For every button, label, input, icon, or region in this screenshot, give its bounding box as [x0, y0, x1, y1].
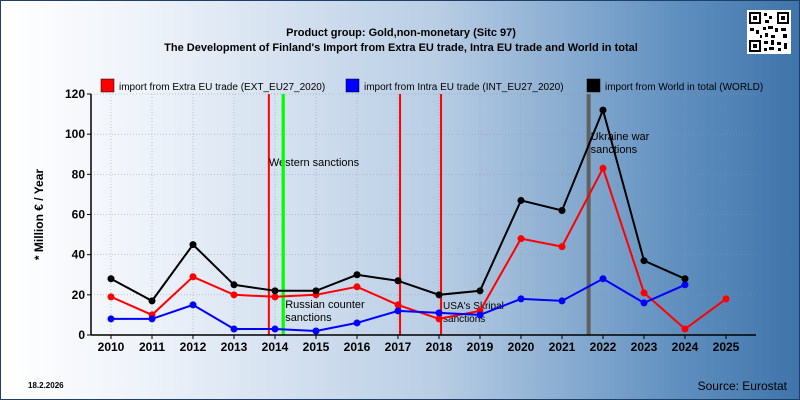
data-point: [476, 287, 484, 295]
series-line: [110, 165, 727, 331]
data-point: [271, 287, 279, 295]
x-tick-label: 2025: [713, 340, 740, 354]
data-point: [189, 241, 197, 249]
y-tick-label: 60: [72, 208, 86, 222]
data-point: [353, 271, 361, 279]
legend-item: import from Intra EU trade (INT_EU27_202…: [345, 78, 564, 93]
y-tick-label: 20: [72, 288, 86, 302]
y-tick-label: 80: [72, 167, 86, 181]
data-point: [435, 315, 443, 323]
data-point: [476, 311, 484, 319]
sanction-label: sanctions: [443, 314, 485, 325]
y-tick-label: 40: [72, 248, 86, 262]
x-tick-label: 2014: [262, 340, 289, 354]
chart-title-line2: The Development of Finland's Import from…: [164, 42, 638, 54]
data-point: [107, 315, 115, 323]
data-point: [271, 293, 279, 301]
legend-item: import from World in total (WORLD): [586, 78, 763, 93]
grid-layer: [91, 93, 756, 335]
x-tick-label: 2021: [549, 340, 576, 354]
x-tick-label: 2023: [631, 340, 658, 354]
data-point: [558, 206, 566, 214]
legend-swatch: [345, 78, 360, 93]
data-point: [189, 273, 197, 281]
data-point: [189, 301, 197, 309]
data-point: [517, 196, 525, 204]
data-point: [517, 295, 525, 303]
x-tick-label: 2013: [221, 340, 248, 354]
source-label: Source: Eurostat: [697, 379, 787, 393]
legend-swatch: [586, 78, 601, 93]
data-point: [394, 277, 402, 285]
y-axis-label: * Million € / Year: [32, 169, 46, 260]
data-point: [558, 297, 566, 305]
data-point: [353, 319, 361, 327]
date-label: 18.2.2026: [28, 381, 64, 390]
x-tick-label: 2012: [180, 340, 207, 354]
sanction-label: Western sanctions: [269, 157, 360, 169]
x-tick-label: 2019: [467, 340, 494, 354]
chart-title-line1: Product group: Gold,non-monetary (Sitc 9…: [286, 27, 516, 39]
sanction-label: Ukraine war: [591, 131, 650, 143]
data-point: [558, 243, 566, 251]
data-point: [394, 301, 402, 309]
data-point: [312, 287, 320, 295]
legend-label: import from Intra EU trade (INT_EU27_202…: [364, 82, 564, 93]
data-point: [435, 291, 443, 299]
sanction-label: Russian counter: [285, 299, 365, 311]
axis-layer: 0 20 40 60 80 100 120 2010 2011 2012 2013 2014 2015 2…: [32, 87, 756, 354]
data-point: [640, 257, 648, 265]
x-tick-label: 2024: [672, 340, 699, 354]
x-tick-label: 2011: [139, 340, 165, 354]
data-point: [722, 295, 730, 303]
data-point: [230, 325, 238, 333]
legend-label: import from World in total (WORLD): [605, 82, 763, 93]
data-point: [394, 307, 402, 315]
data-point: [148, 315, 156, 323]
x-tick-label: 2017: [385, 340, 412, 354]
x-tick-label: 2010: [98, 340, 125, 354]
legend-swatch: [100, 78, 115, 93]
y-tick-label: 120: [65, 87, 85, 101]
data-point: [107, 293, 115, 301]
data-point: [640, 289, 648, 297]
x-tick-label: 2022: [590, 340, 617, 354]
data-point: [599, 106, 607, 114]
data-point: [681, 325, 689, 333]
data-point: [353, 283, 361, 291]
x-tick-label: 2015: [303, 340, 330, 354]
data-point: [599, 164, 607, 172]
legend-label: import from Extra EU trade (EXT_EU27_202…: [119, 82, 325, 93]
y-tick-label: 0: [78, 328, 85, 342]
data-point: [230, 281, 238, 289]
legend-layer: import from Extra EU trade (EXT_EU27_202…: [100, 78, 763, 93]
legend-item: import from Extra EU trade (EXT_EU27_202…: [100, 78, 325, 93]
sanction-label: USA's Skripal: [443, 301, 504, 312]
data-point: [517, 235, 525, 243]
data-point: [148, 297, 156, 305]
y-tick-label: 100: [65, 127, 85, 141]
data-point: [435, 309, 443, 317]
data-point: [312, 327, 320, 335]
qr-code-icon: [747, 10, 791, 54]
x-tick-label: 2018: [426, 340, 453, 354]
series-layer: [107, 106, 730, 335]
x-tick-label: 2020: [508, 340, 535, 354]
data-point: [230, 291, 238, 299]
data-point: [681, 281, 689, 289]
data-point: [681, 275, 689, 283]
data-point: [640, 299, 648, 307]
x-tick-label: 2016: [344, 340, 371, 354]
data-point: [271, 325, 279, 333]
data-point: [599, 275, 607, 283]
data-point: [107, 275, 115, 283]
sanction-label: sanctions: [285, 312, 332, 324]
